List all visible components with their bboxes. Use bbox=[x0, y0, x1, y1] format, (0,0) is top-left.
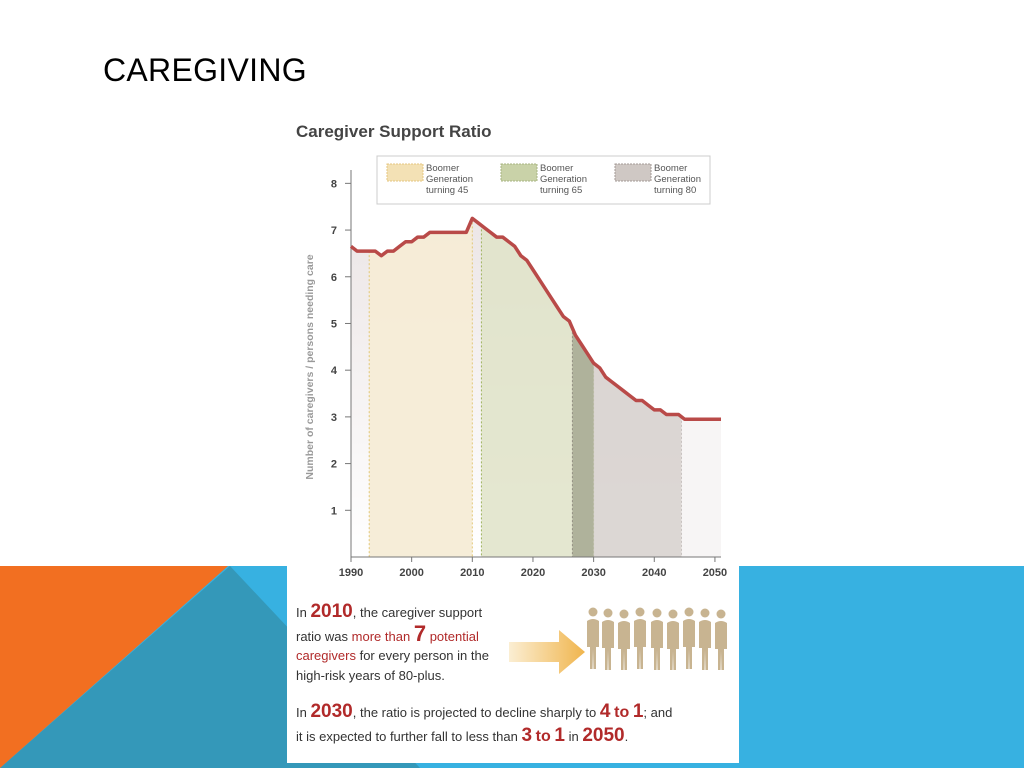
x-tick-label-2000: 2000 bbox=[399, 567, 423, 579]
caregiver-support-ratio-chart: Caregiver Support Ratio BoomerGeneration… bbox=[296, 122, 727, 579]
number-one-1: 1 bbox=[632, 701, 644, 722]
caption-line-2: ratio was more than 7 potential bbox=[296, 621, 479, 648]
y-tick-label-8: 8 bbox=[331, 178, 337, 190]
legend-swatch-3 bbox=[614, 163, 652, 182]
area-tail bbox=[681, 416, 721, 557]
x-tick-label-2050: 2050 bbox=[703, 567, 727, 579]
y-axis-label: Number of caregivers / persons needing c… bbox=[304, 254, 316, 479]
number-one-2: 1 bbox=[554, 725, 565, 746]
number-three: 3 bbox=[521, 725, 533, 746]
series-line-support-ratio bbox=[349, 216, 721, 421]
legend-label-1-1: Boomer bbox=[426, 163, 459, 174]
year-2050: 2050 bbox=[582, 725, 625, 746]
y-tick-label-6: 6 bbox=[331, 272, 337, 284]
caption-line-4: high-risk years of 80-plus. bbox=[296, 666, 445, 687]
person-silhouette bbox=[683, 607, 695, 669]
legend-label-3-3: turning 80 bbox=[654, 185, 696, 196]
caregiver-infographic: Caregiver Support Ratio Boomer Generation… bbox=[287, 112, 739, 763]
year-2030: 2030 bbox=[310, 701, 353, 722]
legend-swatch-1 bbox=[386, 163, 424, 182]
x-tick-label-2030: 2030 bbox=[581, 567, 605, 579]
to-word-2: to bbox=[535, 728, 551, 745]
band-area-1 bbox=[369, 218, 473, 557]
caption-line-5: In 2030, the ratio is projected to decli… bbox=[296, 701, 673, 724]
y-tick-label-3: 3 bbox=[331, 412, 337, 424]
x-tick-label-1990: 1990 bbox=[339, 567, 363, 579]
caption-text-2: ratio was bbox=[296, 629, 349, 644]
more-than: more than bbox=[351, 629, 411, 644]
legend-label-2-3: turning 65 bbox=[540, 185, 582, 196]
potential: potential bbox=[429, 629, 479, 644]
legend-label-3-1: Boomer bbox=[654, 163, 687, 174]
period: . bbox=[624, 729, 629, 744]
people-silhouettes-icon bbox=[587, 607, 727, 670]
person-silhouette bbox=[715, 609, 727, 670]
caption-text-3: for every person in the bbox=[359, 648, 489, 663]
person-silhouette bbox=[667, 609, 679, 670]
caption-in: In bbox=[296, 605, 307, 620]
person-silhouette bbox=[618, 609, 630, 670]
caption-text-6: it is expected to further fall to less t… bbox=[296, 729, 518, 744]
caption-text-1: , the caregiver support bbox=[352, 605, 483, 620]
legend-label-3-2: Generation bbox=[654, 174, 701, 185]
and-word: and bbox=[650, 705, 673, 720]
band-overlap bbox=[572, 328, 594, 557]
semicolon: ; bbox=[643, 705, 648, 720]
legend-label-1-2: Generation bbox=[426, 174, 473, 185]
plot-area: 1 2 3 4 5 6 7 8 1990 2000 2010 2020 2030 2040 2050 bbox=[331, 170, 727, 579]
person-silhouette bbox=[699, 608, 711, 670]
legend-frame bbox=[376, 155, 711, 205]
person-silhouette bbox=[651, 608, 663, 670]
caption-line-3: caregivers for every person in the bbox=[296, 646, 489, 667]
arrow-right-icon bbox=[509, 630, 585, 674]
legend-label-2-1: Boomer bbox=[540, 163, 573, 174]
legend-label-1-3: turning 45 bbox=[426, 185, 468, 196]
caption-line-6: it is expected to further fall to less t… bbox=[296, 725, 629, 748]
caption-text-5: , the ratio is projected to decline shar… bbox=[352, 705, 597, 720]
slide-title: CAREGIVING bbox=[103, 52, 307, 88]
number-seven: 7 bbox=[413, 621, 427, 646]
to-word-1: to bbox=[614, 704, 630, 721]
legend-swatch-2 bbox=[500, 163, 538, 182]
caption-in-2: In bbox=[296, 705, 307, 720]
person-silhouette bbox=[587, 607, 599, 669]
band-area-3 bbox=[572, 328, 682, 557]
person-silhouette bbox=[634, 607, 646, 669]
chart-title: Caregiver Support Ratio bbox=[296, 122, 492, 141]
year-2010: 2010 bbox=[310, 601, 353, 622]
orange-triangle bbox=[0, 566, 228, 768]
person-silhouette bbox=[602, 608, 614, 670]
legend-label-2-2: Generation bbox=[540, 174, 587, 185]
y-tick-label-4: 4 bbox=[331, 365, 338, 377]
caption-line-1: In 2010, the caregiver support bbox=[296, 601, 483, 624]
y-tick-label-2: 2 bbox=[331, 459, 337, 471]
y-tick-label-5: 5 bbox=[331, 318, 337, 330]
band-area-2 bbox=[481, 225, 594, 557]
caregivers-word: caregivers bbox=[296, 648, 356, 663]
x-tick-label-2010: 2010 bbox=[460, 567, 484, 579]
in-word: in bbox=[568, 729, 579, 744]
y-tick-label-1: 1 bbox=[331, 505, 337, 517]
x-tick-label-2040: 2040 bbox=[642, 567, 666, 579]
y-tick-label-7: 7 bbox=[331, 225, 337, 237]
number-four: 4 bbox=[599, 701, 611, 722]
caption-text-4: high-risk years of 80-plus. bbox=[296, 668, 445, 683]
x-tick-label-2020: 2020 bbox=[521, 567, 545, 579]
